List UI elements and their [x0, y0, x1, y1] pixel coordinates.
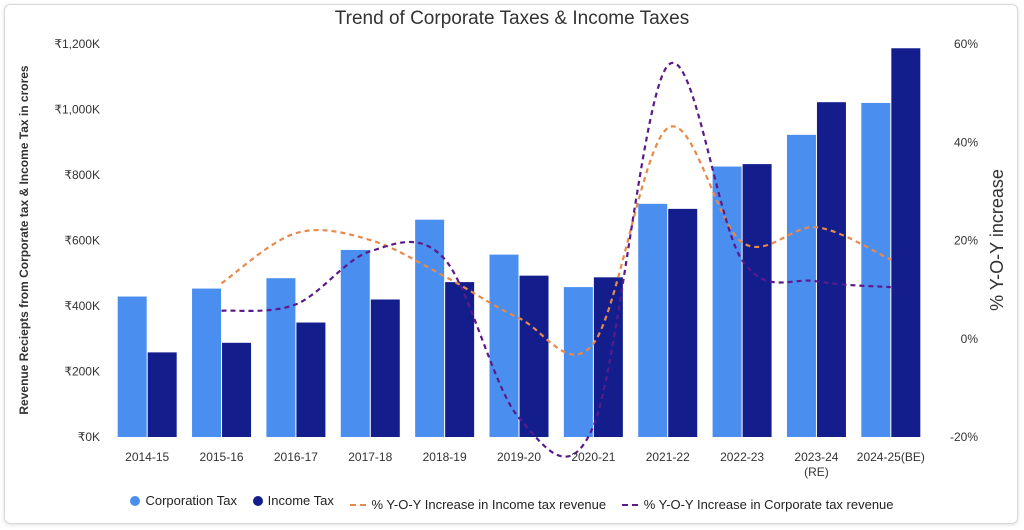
bar-income-tax[interactable]: [742, 164, 772, 437]
bar-income-tax[interactable]: [816, 102, 846, 437]
x-tick-label: 2021-22: [646, 450, 690, 464]
y2-tick-label: -20%: [950, 430, 978, 444]
bar-income-tax[interactable]: [891, 48, 921, 437]
bar-income-tax[interactable]: [519, 275, 549, 437]
bar-corporation-tax[interactable]: [266, 278, 296, 437]
bar-income-tax[interactable]: [593, 277, 623, 437]
x-tick-label: 2016-17: [274, 450, 318, 464]
lines: [220, 61, 892, 458]
y2-tick-label: 20%: [954, 234, 978, 248]
bar-corporation-tax[interactable]: [192, 288, 222, 437]
y-tick-label: ₹0K: [78, 430, 100, 444]
bar-income-tax[interactable]: [445, 282, 475, 437]
legend-item-corporate-tax-yoy[interactable]: % Y-O-Y Increase in Corporate tax revenu…: [621, 497, 894, 512]
legend-label-corporate-tax-yoy: % Y-O-Y Increase in Corporate tax revenu…: [643, 497, 894, 512]
bar-corporation-tax[interactable]: [563, 287, 593, 437]
legend-label-income-tax-yoy: % Y-O-Y Increase in Income tax revenue: [371, 497, 607, 512]
legend-item-corporation-tax[interactable]: Corporation Tax: [130, 493, 237, 508]
y2-tick-label: 0%: [961, 332, 979, 346]
y-tick-label: ₹1,200K: [54, 37, 100, 51]
y-tick-label: ₹600K: [64, 234, 100, 248]
bar-corporation-tax[interactable]: [415, 219, 445, 437]
chart-title: Trend of Corporate Taxes & Income Taxes: [334, 8, 690, 29]
y-axis-title: Revenue Reciepts from Corporate tax & In…: [17, 65, 31, 415]
y-tick-label: ₹800K: [64, 168, 100, 182]
y2-tick-label: 40%: [954, 135, 978, 149]
y-axis-ticks: ₹0K ₹200K ₹400K ₹600K ₹800K ₹1,000K ₹1,200K: [54, 37, 100, 444]
bar-corporation-tax[interactable]: [638, 203, 668, 437]
x-tick-label: 2024-25(BE): [857, 450, 925, 464]
bar-corporation-tax[interactable]: [861, 102, 891, 437]
bar-income-tax[interactable]: [370, 299, 400, 437]
line-corporate-tax-yoy[interactable]: [221, 61, 891, 458]
x-tick-label: 2022-23: [720, 450, 764, 464]
y2-tick-label: 60%: [954, 37, 978, 51]
y-tick-label: ₹200K: [64, 365, 100, 379]
legend: Corporation Tax Income Tax % Y-O-Y Incre…: [0, 493, 1024, 512]
y-tick-label: ₹400K: [64, 299, 100, 313]
bar-income-tax[interactable]: [147, 352, 177, 437]
x-axis-ticks: 2014-15 2015-16 2016-17 2017-18 2018-19 2019-…: [125, 450, 925, 479]
bar-corporation-tax[interactable]: [340, 249, 370, 437]
legend-marker-income-tax: [252, 495, 263, 506]
legend-label-corporation-tax: Corporation Tax: [145, 493, 237, 508]
legend-marker-income-tax-yoy: [349, 503, 366, 506]
legend-marker-corporation-tax: [130, 495, 141, 506]
y2-axis-ticks: -20% 0% 20% 40% 60%: [950, 37, 978, 444]
y-tick-label: ₹1,000K: [54, 103, 100, 117]
bars: [117, 48, 921, 437]
bar-corporation-tax[interactable]: [117, 296, 147, 437]
x-tick-label: 2017-18: [348, 450, 392, 464]
x-tick-label: 2014-15: [125, 450, 169, 464]
x-tick-label: (RE): [804, 465, 829, 479]
bar-corporation-tax[interactable]: [489, 254, 519, 437]
legend-marker-corporate-tax-yoy: [621, 503, 638, 506]
line-income-tax-yoy[interactable]: [220, 125, 892, 356]
bar-income-tax[interactable]: [222, 342, 252, 437]
legend-label-income-tax: Income Tax: [267, 493, 334, 508]
legend-item-income-tax-yoy[interactable]: % Y-O-Y Increase in Income tax revenue: [349, 497, 607, 512]
bar-corporation-tax[interactable]: [712, 166, 742, 437]
x-tick-label: 2018-19: [423, 450, 467, 464]
x-tick-label: 2019-20: [497, 450, 541, 464]
bar-corporation-tax[interactable]: [786, 134, 816, 437]
x-tick-label: 2023-24: [794, 450, 838, 464]
legend-item-income-tax[interactable]: Income Tax: [252, 493, 334, 508]
x-tick-label: 2015-16: [200, 450, 244, 464]
x-tick-label: 2020-21: [571, 450, 615, 464]
y2-axis-title: % Y-O-Y increase: [987, 169, 1007, 311]
bar-income-tax[interactable]: [668, 208, 698, 437]
bar-income-tax[interactable]: [296, 322, 326, 437]
